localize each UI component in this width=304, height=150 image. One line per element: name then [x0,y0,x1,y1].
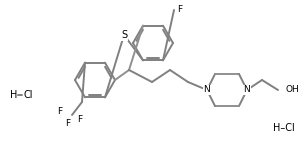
Text: N: N [204,85,210,94]
Text: F: F [57,108,63,117]
Text: S: S [121,30,127,40]
Text: F: F [177,6,182,15]
Text: F: F [78,114,83,123]
Text: N: N [244,85,250,94]
Text: OH: OH [286,85,300,94]
Text: H–Cl: H–Cl [273,123,295,133]
Text: Cl: Cl [23,90,33,100]
Text: F: F [65,120,71,129]
Text: H: H [10,90,18,100]
